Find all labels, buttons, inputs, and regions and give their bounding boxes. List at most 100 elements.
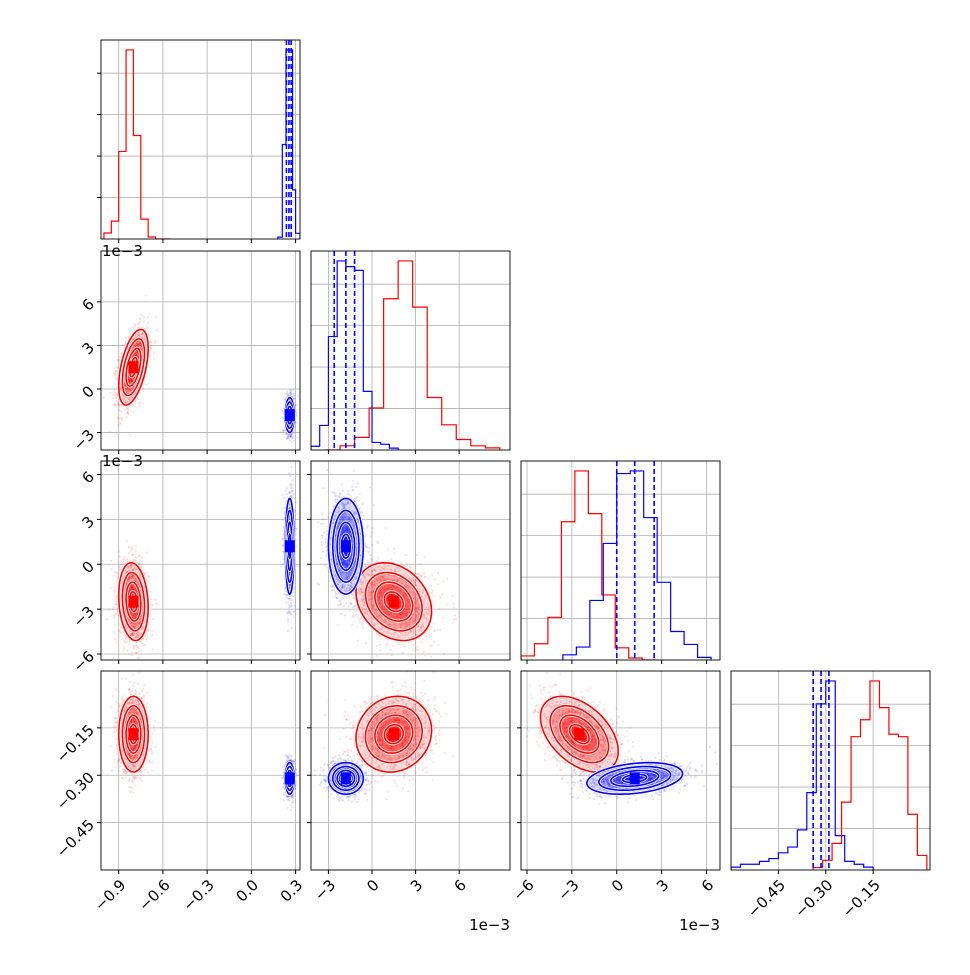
panel-content bbox=[104, 40, 300, 239]
red-sample-point bbox=[117, 417, 119, 419]
red-sample-point bbox=[122, 650, 124, 652]
red-sample-point bbox=[151, 630, 153, 632]
red-sample-point bbox=[141, 556, 143, 558]
red-sample-point bbox=[128, 547, 130, 549]
red-sample-point bbox=[116, 575, 118, 577]
red-mode-bin bbox=[128, 596, 138, 608]
red-sample-point bbox=[126, 540, 128, 542]
red-sample-point bbox=[133, 648, 135, 650]
blue-sample-point bbox=[293, 610, 295, 612]
red-sample-point bbox=[138, 651, 140, 653]
red-sample-point bbox=[119, 556, 121, 558]
red-sample-point bbox=[146, 632, 148, 634]
red-sample-point bbox=[119, 567, 121, 569]
blue-sample-point bbox=[285, 601, 287, 603]
red-sample-point bbox=[137, 657, 139, 659]
red-sample-point bbox=[139, 559, 141, 561]
red-sample-point bbox=[137, 665, 139, 667]
red-sample-point bbox=[130, 331, 132, 333]
red-sample-point bbox=[140, 649, 142, 651]
blue-sample-point bbox=[293, 493, 295, 495]
red-sample-point bbox=[134, 323, 136, 325]
red-sample-point bbox=[138, 323, 140, 325]
red-sample-point bbox=[109, 392, 111, 394]
red-sample-point bbox=[149, 615, 151, 617]
red-sample-point bbox=[143, 320, 145, 322]
blue-sample-point bbox=[297, 395, 299, 397]
red-sample-point bbox=[143, 317, 145, 319]
blue-sample-point bbox=[293, 397, 295, 399]
red-histogram-step bbox=[104, 50, 170, 239]
red-sample-point bbox=[132, 554, 134, 556]
red-sample-point bbox=[132, 411, 134, 413]
blue-sample-point bbox=[291, 441, 293, 443]
red-sample-point bbox=[149, 335, 151, 337]
red-sample-point bbox=[116, 573, 118, 575]
red-sample-point bbox=[114, 586, 116, 588]
blue-sample-point bbox=[289, 392, 291, 394]
red-sample-point bbox=[126, 408, 128, 410]
red-sample-point bbox=[151, 634, 153, 636]
red-sample-point bbox=[156, 329, 158, 331]
red-sample-point bbox=[123, 559, 125, 561]
red-sample-point bbox=[147, 326, 149, 328]
scatter-panel-1-0 bbox=[97, 251, 300, 454]
red-sample-point bbox=[131, 326, 133, 328]
red-mode-bin bbox=[128, 361, 138, 373]
red-sample-point bbox=[125, 342, 127, 344]
red-sample-point bbox=[124, 409, 126, 411]
red-sample-point bbox=[135, 551, 137, 553]
histogram-panel-1 bbox=[311, 251, 510, 454]
red-sample-point bbox=[135, 545, 137, 547]
red-sample-point bbox=[114, 624, 116, 626]
red-sample-point bbox=[113, 617, 115, 619]
blue-sample-point bbox=[282, 410, 284, 412]
red-sample-point bbox=[153, 352, 155, 354]
red-sample-point bbox=[115, 641, 117, 643]
red-sample-point bbox=[120, 560, 122, 562]
red-sample-point bbox=[110, 560, 112, 562]
red-sample-point bbox=[145, 294, 147, 296]
red-sample-point bbox=[109, 431, 111, 433]
red-sample-point bbox=[144, 572, 146, 574]
red-sample-point bbox=[126, 649, 128, 651]
red-sample-point bbox=[155, 316, 157, 318]
red-sample-point bbox=[149, 591, 151, 593]
red-sample-point bbox=[146, 551, 148, 553]
red-sample-point bbox=[152, 618, 154, 620]
blue-sample-point bbox=[288, 472, 290, 474]
red-sample-point bbox=[113, 615, 115, 617]
red-sample-point bbox=[135, 652, 137, 654]
red-sample-point bbox=[113, 575, 115, 577]
red-sample-point bbox=[115, 370, 117, 372]
blue-sample-point bbox=[290, 466, 292, 468]
blue-mode-bin bbox=[285, 409, 295, 421]
red-sample-point bbox=[115, 372, 117, 374]
red-sample-point bbox=[117, 424, 119, 426]
blue-sample-point bbox=[293, 439, 295, 441]
red-sample-point bbox=[150, 598, 152, 600]
red-sample-point bbox=[123, 646, 125, 648]
red-sample-point bbox=[114, 405, 116, 407]
red-sample-point bbox=[147, 316, 149, 318]
red-sample-point bbox=[147, 322, 149, 324]
red-sample-point bbox=[118, 550, 120, 552]
blue-sample-point bbox=[282, 538, 284, 540]
red-sample-point bbox=[113, 394, 115, 396]
red-sample-point bbox=[119, 357, 121, 359]
blue-sample-point bbox=[285, 393, 287, 395]
blue-sample-point bbox=[285, 490, 287, 492]
blue-sample-point bbox=[290, 390, 292, 392]
red-sample-point bbox=[134, 560, 136, 562]
blue-sample-point bbox=[286, 390, 288, 392]
histogram-panel-0 bbox=[97, 40, 300, 243]
panel-frame bbox=[101, 40, 300, 239]
red-sample-point bbox=[140, 314, 142, 316]
red-sample-point bbox=[123, 634, 125, 636]
red-sample-point bbox=[143, 644, 145, 646]
red-sample-point bbox=[139, 554, 141, 556]
red-sample-point bbox=[134, 401, 136, 403]
scatter-panel-2-0 bbox=[97, 461, 300, 673]
red-sample-point bbox=[106, 618, 108, 620]
red-sample-point bbox=[124, 556, 126, 558]
